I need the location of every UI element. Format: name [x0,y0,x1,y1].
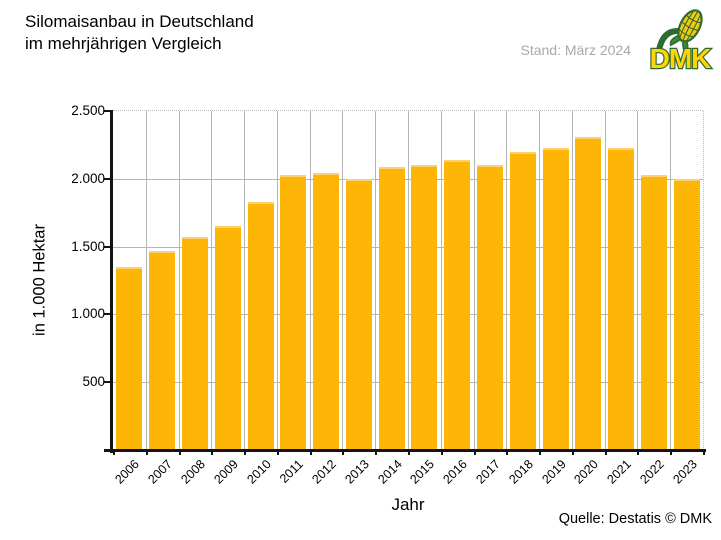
x-tick-label: 2015 [407,457,438,487]
source-note: Quelle: Destatis © DMK [558,511,712,527]
gridline-right-dotted [703,111,704,450]
gridline-v [178,111,180,450]
dmk-logo: DMK [644,4,716,76]
x-axis-tick [211,450,214,455]
bar-2009 [214,226,241,450]
page-title-line1: Silomaisanbau in Deutschland [25,12,254,31]
y-axis-tick [104,245,113,248]
bar-2020 [575,136,602,450]
x-axis-tick [145,450,148,455]
gridline-v [211,111,213,450]
gridline-v [375,111,377,450]
x-tick-label: 2021 [604,457,634,487]
bar-2016 [444,159,471,450]
x-axis-tick [506,450,509,455]
corn-cob-icon [669,9,703,55]
status-date-label: Stand: März 2024 [520,42,631,58]
bar-2010 [247,201,274,450]
x-tick-label: 2012 [309,457,339,487]
gridline-top-dotted [113,110,703,111]
gridline-v [473,111,475,450]
x-axis-tick [178,450,181,455]
y-axis-tick [104,110,113,112]
page-title: Silomaisanbau in Deutschland im mehrjähr… [25,11,254,55]
x-tick-label: 2011 [277,457,307,486]
x-axis-tick [571,450,574,455]
gridline-v [604,111,606,450]
x-tick-label: 2017 [473,457,503,487]
x-axis-tick [375,450,378,455]
x-tick-label: 2022 [637,457,667,487]
gridline-v [408,111,409,450]
y-tick-label: 1.500 [71,238,105,254]
bar-2015 [411,165,438,450]
x-axis-label: Jahr [391,495,425,514]
bar-2018 [509,151,536,450]
y-tick-label: 1.000 [71,306,105,322]
gridline-v [244,111,246,450]
x-axis-tick [342,450,345,455]
y-tick-label: 2.500 [71,103,105,118]
gridline-v [670,111,672,450]
x-axis-tick [604,450,607,455]
bar-2007 [149,250,176,450]
gridline-v [342,111,344,450]
x-tick-label: 2018 [506,457,536,487]
x-tick-label: 2010 [243,457,274,487]
bar-2011 [280,174,307,450]
page-title-line2: im mehrjährigen Vergleich [25,34,222,53]
gridline-v [506,111,508,450]
x-axis-tick [276,450,279,455]
gridline-v [571,111,573,450]
x-axis-tick [408,450,410,455]
x-axis [104,449,706,452]
bar-2006 [116,266,143,450]
x-axis-tick [670,450,673,455]
y-axis-tick [104,313,113,316]
x-axis-tick [637,450,640,455]
x-axis-tick [440,450,443,455]
y-axis-tick [104,177,113,180]
x-tick-label: 2019 [538,457,569,487]
bar-2008 [181,237,208,450]
x-tick-label: 2009 [211,457,241,487]
bar-2014 [378,166,405,450]
y-tick-label: 2.000 [71,170,105,186]
bar-2023 [673,178,700,450]
x-axis-tick [244,450,247,455]
y-tick-label: 500 [82,374,105,390]
dmk-logo-graphic: DMK [648,9,713,75]
x-tick-label: 2016 [440,457,471,487]
x-axis-tick [309,450,312,455]
x-tick-label: 2014 [374,457,405,487]
gridline-v [440,111,442,450]
gridline-v [539,111,541,450]
x-axis-tick [703,450,705,455]
x-axis-tick [473,450,476,455]
corn-stem-icon [656,27,682,53]
bar-2013 [345,178,372,450]
x-axis-tick [113,450,115,455]
bar-2017 [476,165,503,450]
gridline-v [276,111,278,450]
gridline-v [309,111,311,450]
gridline-v [145,111,147,450]
gridline-v [637,111,639,450]
bar-2012 [313,173,340,450]
x-axis-tick [539,450,542,455]
y-axis [110,110,113,453]
x-tick-label: 2006 [112,457,143,487]
x-tick-label: 2007 [145,457,176,487]
dmk-logo-text: DMK [650,43,712,74]
bar-2021 [608,147,635,450]
x-tick-label: 2008 [178,457,208,487]
x-tick-label: 2023 [669,457,700,487]
bar-2019 [542,147,569,450]
x-tick-label: 2013 [342,457,372,487]
x-tick-label: 2020 [571,457,602,487]
bar-2022 [640,174,667,450]
y-axis-tick [104,381,113,384]
